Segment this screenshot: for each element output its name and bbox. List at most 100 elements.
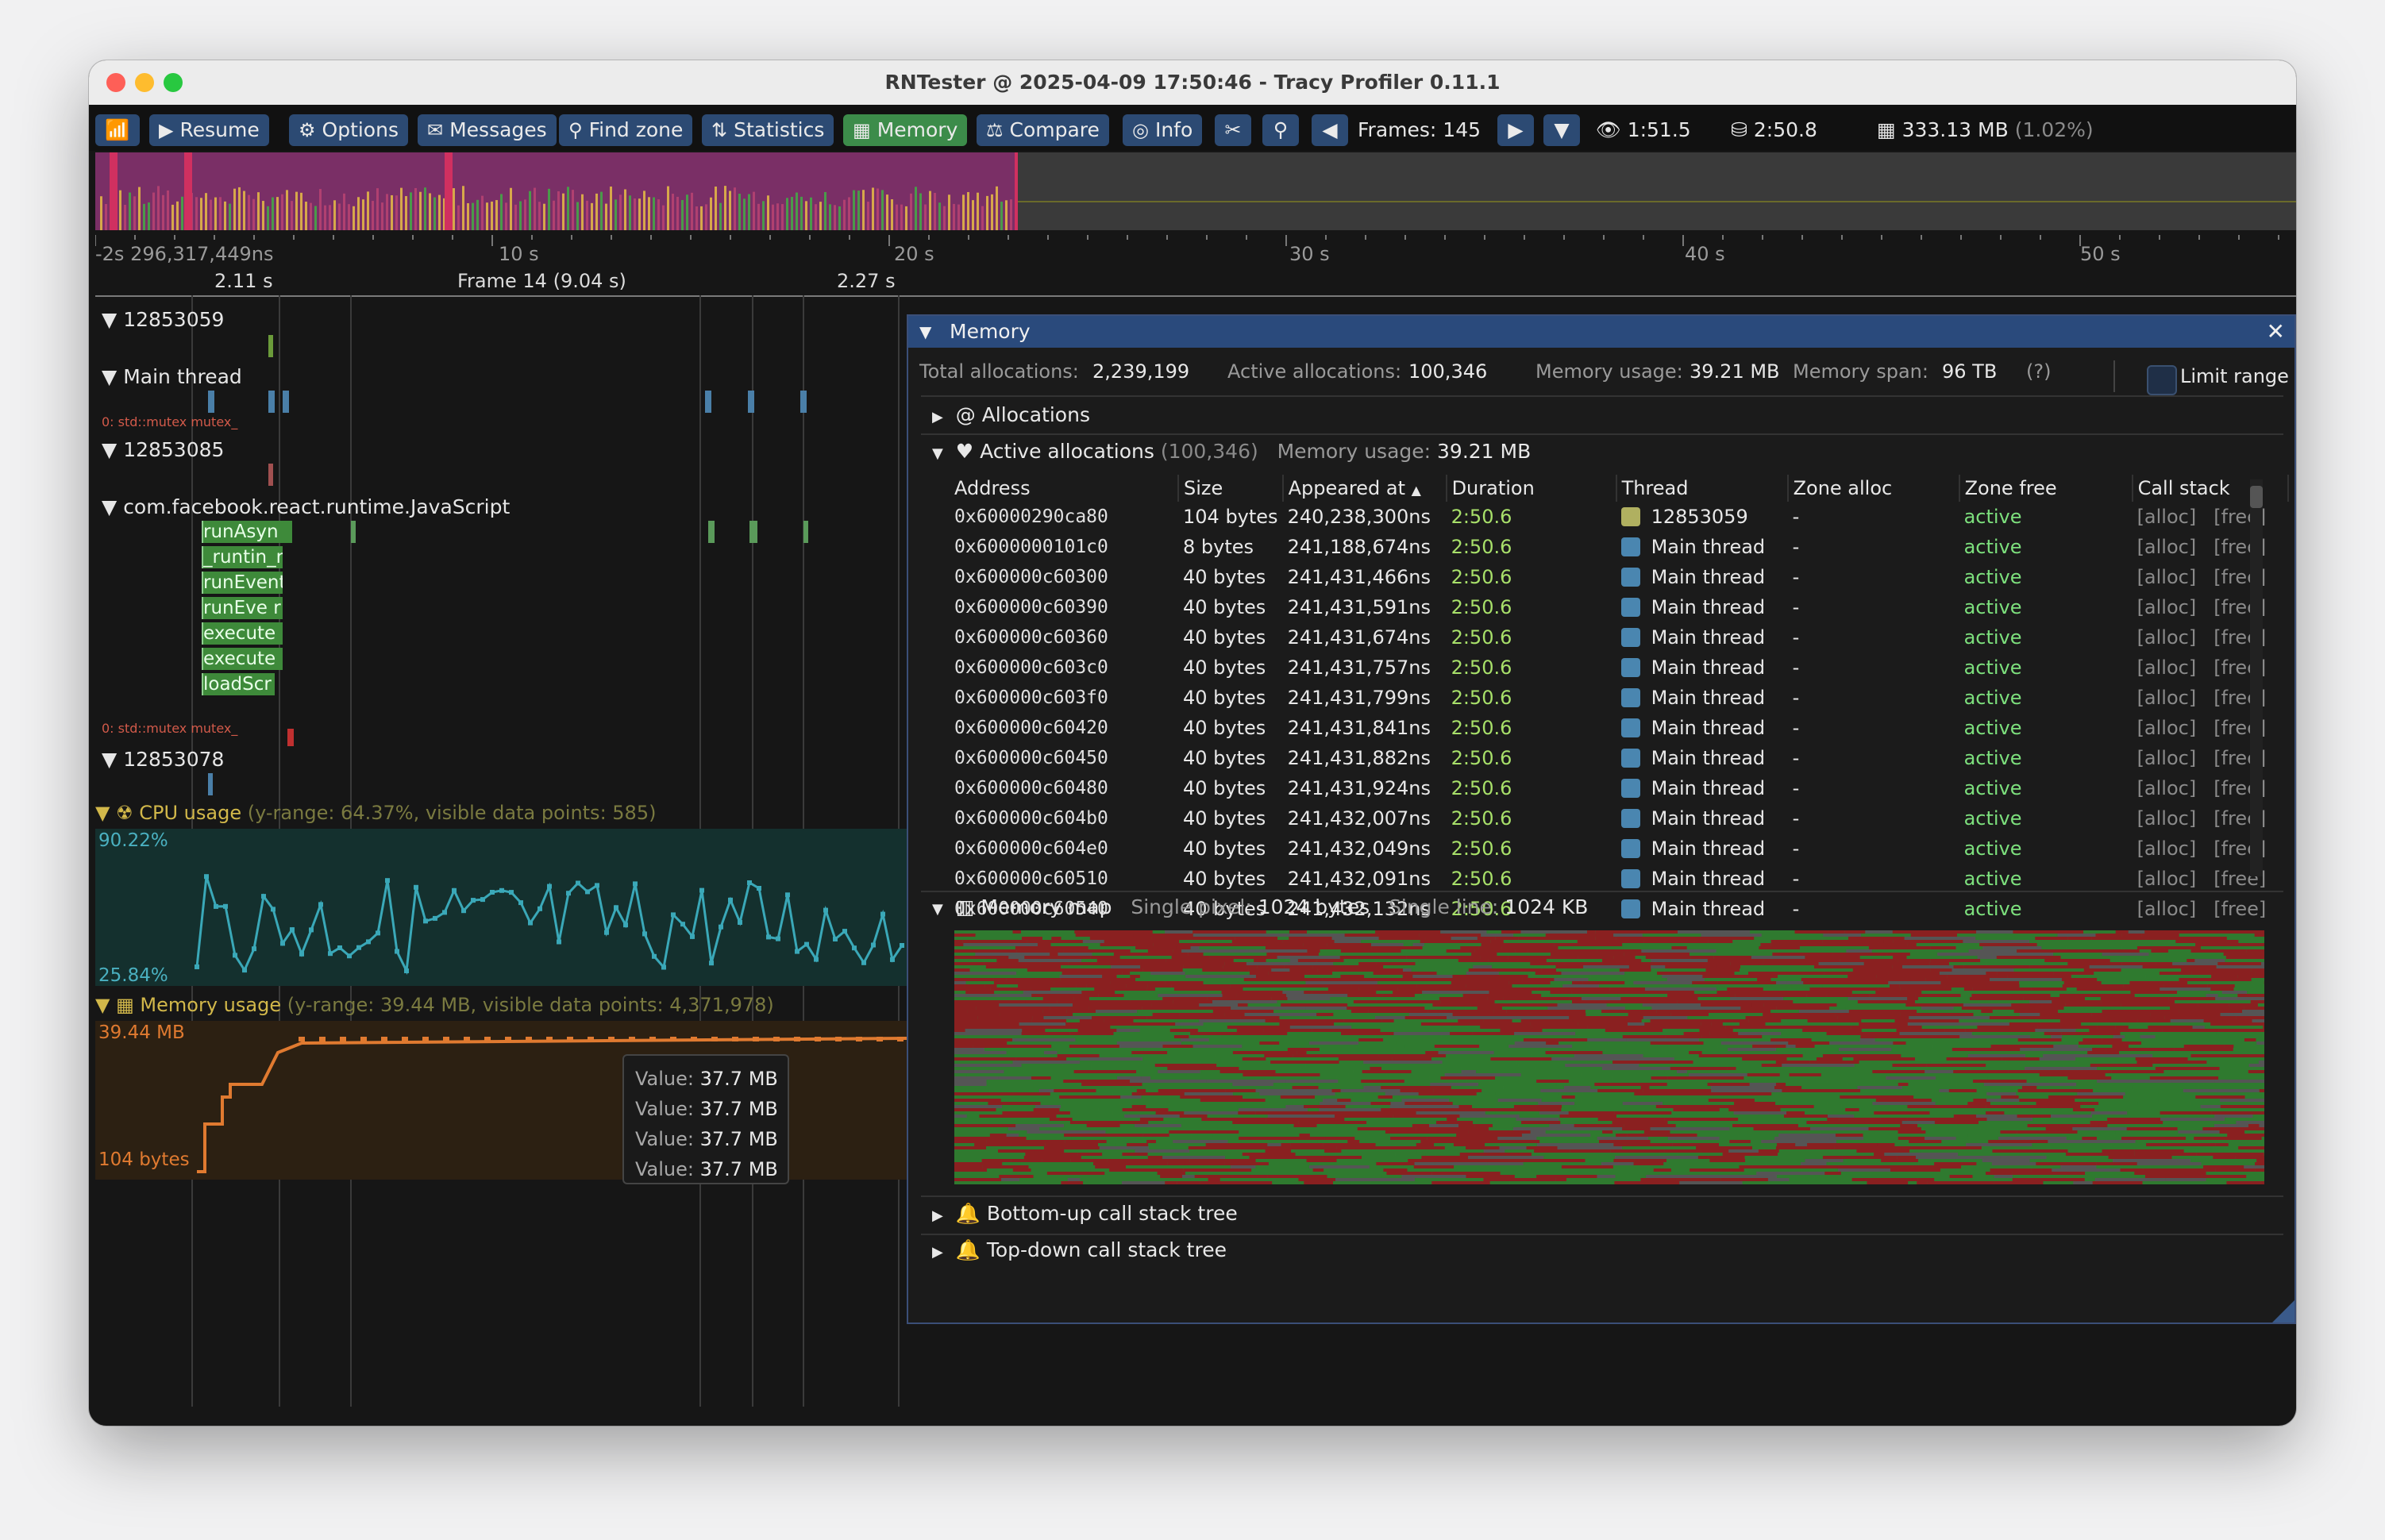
thread-header[interactable]: ▼ 12853085 (102, 438, 225, 461)
zone-marker[interactable] (800, 391, 807, 413)
frame-menu-button[interactable]: ▼ (1543, 114, 1580, 146)
zoom-button[interactable]: ⚲ (1262, 114, 1299, 146)
table-row[interactable]: 0x600000c60390 40 bytes 241,431,591ns 2:50.… (950, 592, 2288, 622)
zone-marker[interactable] (803, 521, 808, 543)
memory-plot-header[interactable]: ▼ ▦ Memory usage (y-range: 39.44 MB, vis… (95, 994, 774, 1016)
bottom-up-section[interactable]: ▶ 🔔 Bottom-up call stack tree (932, 1202, 1238, 1226)
table-row[interactable]: 0x600000c60360 40 bytes 241,431,674ns 2:50.… (950, 622, 2288, 653)
alloc-callstack-link[interactable]: [alloc] (2136, 898, 2197, 920)
zone-marker[interactable] (268, 464, 273, 486)
alloc-callstack-link[interactable]: [alloc] (2136, 536, 2197, 558)
table-row[interactable]: 0x6000000101c0 8 bytes 241,188,674ns 2:50.6… (950, 532, 2288, 562)
zone-block[interactable]: _runtin_r (202, 546, 283, 568)
column-thread[interactable]: Thread (1616, 475, 1789, 502)
find-zone-button[interactable]: ⚲ Find zone (559, 114, 693, 146)
minimize-window-button[interactable] (135, 73, 154, 92)
table-row[interactable]: 0x600000c60510 40 bytes 241,432,091ns 2:50.… (950, 864, 2288, 894)
alloc-callstack-link[interactable]: [alloc] (2136, 596, 2197, 618)
table-row[interactable]: 0x600000c60480 40 bytes 241,431,924ns 2:50.… (950, 773, 2288, 803)
alloc-callstack-link[interactable]: [alloc] (2136, 837, 2197, 860)
table-row[interactable]: 0x600000c604e0 40 bytes 241,432,049ns 2:50.… (950, 834, 2288, 864)
column-call-stack[interactable]: Call stack (2132, 475, 2289, 502)
thread-header[interactable]: ▼ com.facebook.react.runtime.JavaScript (102, 495, 511, 518)
alloc-callstack-link[interactable]: [alloc] (2136, 717, 2197, 739)
table-row[interactable]: 0x600000c60420 40 bytes 241,431,841ns 2:50.… (950, 713, 2288, 743)
memory-button[interactable]: ▦ Memory (843, 114, 968, 146)
column-duration[interactable]: Duration (1446, 475, 1617, 502)
cpu-plot-area[interactable] (95, 829, 907, 986)
info-button[interactable]: ◎ Info (1123, 114, 1203, 146)
tools-button[interactable]: ✂ (1215, 114, 1251, 146)
statistics-button[interactable]: ⇅ Statistics (702, 114, 834, 146)
frames-row[interactable]: 2.11 s Frame 14 (9.04 s) 2.27 s (95, 270, 2296, 297)
messages-button[interactable]: ✉ Messages (418, 114, 557, 146)
cpu-plot-header[interactable]: ▼ ☢ CPU usage (y-range: 64.37%, visible … (95, 802, 657, 824)
table-row[interactable]: 0x600000c60300 40 bytes 241,431,466ns 2:50.… (950, 562, 2288, 592)
zone-block[interactable]: runAsyn (202, 521, 292, 543)
zone-marker[interactable] (283, 391, 289, 413)
table-row[interactable]: 0x600000c604b0 40 bytes 241,432,007ns 2:50.… (950, 803, 2288, 834)
column-size[interactable]: Size (1178, 475, 1284, 502)
zone-block[interactable]: runEvent (202, 572, 283, 594)
table-row[interactable]: 0x600000c60450 40 bytes 241,431,882ns 2:50.… (950, 743, 2288, 773)
zone-block[interactable]: loadScr (202, 673, 275, 695)
alloc-callstack-link[interactable]: [alloc] (2136, 506, 2197, 528)
zone-marker[interactable] (268, 335, 273, 357)
thread-header[interactable]: ▼ Main thread (102, 365, 242, 388)
memory-map-section[interactable]: ▼ ▥ Memory map Single pixel: 1024 bytes … (932, 895, 1588, 918)
table-row[interactable]: 0x600000c603c0 40 bytes 241,431,757ns 2:50.… (950, 653, 2288, 683)
zone-marker[interactable] (208, 773, 213, 795)
next-frame-button[interactable]: ▶ (1497, 114, 1534, 146)
frame-overview[interactable] (95, 152, 2296, 230)
table-row[interactable]: 0x600000c60540 40 bytes 241,432,132ns 2:50.… (950, 894, 2288, 924)
column-zone-alloc[interactable]: Zone alloc (1787, 475, 1960, 502)
resume-button[interactable]: ▶ Resume (149, 114, 269, 146)
connection-button[interactable]: 📶 (95, 114, 140, 146)
zone-marker[interactable] (351, 521, 356, 543)
zone-marker[interactable] (749, 521, 757, 543)
alloc-callstack-link[interactable]: [alloc] (2136, 777, 2197, 799)
close-icon[interactable]: ✕ (2266, 318, 2285, 345)
options-button[interactable]: ⚙ Options (289, 114, 408, 146)
zone-block[interactable]: runEve r (202, 597, 283, 619)
table-row[interactable]: 0x60000290ca80 104 bytes 240,238,300ns 2:50… (950, 502, 2288, 532)
zone-block[interactable]: execute (202, 648, 283, 670)
alloc-callstack-link[interactable]: [alloc] (2136, 656, 2197, 679)
zone-marker[interactable] (748, 391, 754, 413)
thread-header[interactable]: ▼ 12853078 (102, 748, 225, 771)
thread-header[interactable]: ▼ 12853059 (102, 308, 225, 331)
alloc-callstack-link[interactable]: [alloc] (2136, 687, 2197, 709)
scrollbar-thumb[interactable] (2250, 486, 2263, 508)
help-marker[interactable]: (?) (2026, 360, 2052, 383)
compare-button[interactable]: ⚖ Compare (977, 114, 1109, 146)
limit-range-checkbox[interactable] (2147, 365, 2177, 395)
resize-grip[interactable] (2272, 1300, 2294, 1322)
allocations-section[interactable]: ▶ @ Allocations (932, 403, 1090, 426)
zone-marker[interactable] (705, 391, 711, 413)
column-zone-free[interactable]: Zone free (1959, 475, 2133, 502)
alloc-callstack-link[interactable]: [alloc] (2136, 868, 2197, 890)
column-address[interactable]: Address (950, 475, 1179, 502)
zone-marker[interactable] (208, 391, 214, 413)
memory-window-header[interactable]: ▼ Memory ✕ (908, 316, 2294, 348)
zone-marker[interactable] (708, 521, 715, 543)
zoom-window-button[interactable] (164, 73, 183, 92)
zone-marker[interactable] (268, 391, 275, 413)
active-allocations-section[interactable]: ▼ ♥ Active allocations (100,346) Memory … (932, 440, 1531, 463)
lock-marker[interactable] (287, 729, 294, 746)
table-row[interactable]: 0x600000c603f0 40 bytes 241,431,799ns 2:50.… (950, 683, 2288, 713)
close-window-button[interactable] (106, 73, 125, 92)
collapse-icon[interactable]: ▼ (919, 322, 932, 341)
column-appeared-at[interactable]: Appeared at ▲ (1282, 475, 1447, 502)
free-callstack-link[interactable]: [free] (2214, 898, 2267, 920)
memory-map-cell (1663, 1048, 1728, 1051)
top-down-section[interactable]: ▶ 🔔 Top-down call stack tree (932, 1238, 1227, 1262)
alloc-callstack-link[interactable]: [alloc] (2136, 747, 2197, 769)
table-scrollbar[interactable] (2250, 479, 2263, 876)
alloc-callstack-link[interactable]: [alloc] (2136, 807, 2197, 830)
zone-block[interactable]: execute (202, 622, 283, 645)
prev-frame-button[interactable]: ◀ (1312, 114, 1348, 146)
alloc-callstack-link[interactable]: [alloc] (2136, 626, 2197, 649)
alloc-callstack-link[interactable]: [alloc] (2136, 566, 2197, 588)
memory-map-canvas[interactable] (954, 930, 2264, 1184)
